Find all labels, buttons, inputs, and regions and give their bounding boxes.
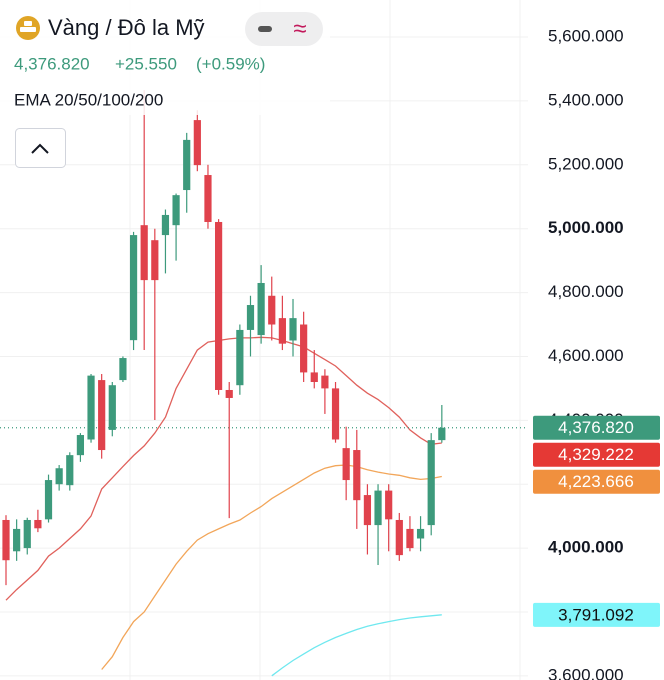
candle-body — [55, 468, 63, 485]
candle-body — [204, 175, 212, 222]
collapse-chevron — [31, 143, 49, 154]
candle-body — [215, 221, 223, 390]
price-label-box — [533, 469, 660, 494]
candle-body — [374, 490, 382, 526]
candle-body — [416, 528, 425, 539]
header: Vàng / Đô la Mỹ ≈ 4,376.820 +25.550 (+0.… — [0, 0, 330, 115]
candle-body — [289, 318, 297, 341]
price-label-box — [533, 602, 660, 627]
status-icon: ≈ — [293, 15, 306, 42]
plot — [0, 36, 528, 677]
candle-body — [119, 358, 127, 381]
candle-body — [300, 324, 308, 373]
last-price: 4,376.820 — [14, 54, 90, 73]
candle-body — [385, 490, 393, 520]
candle-body — [310, 372, 318, 383]
candle-body — [246, 305, 255, 330]
status-icon — [258, 26, 272, 32]
indicator-label: EMA 20/50/100/200 — [14, 90, 163, 109]
candle-body — [23, 519, 31, 549]
price-change-percent: (+0.59%) — [196, 54, 265, 73]
candle-body — [129, 235, 138, 341]
candle-body — [438, 427, 446, 441]
price-label: 4,223.666 — [558, 472, 634, 491]
candle-body — [236, 329, 244, 386]
candle-body — [13, 528, 21, 552]
y-tick-label: 5,000.000 — [548, 218, 624, 237]
candle-body — [161, 214, 170, 236]
symbol-icon-bar — [24, 21, 32, 26]
candle-body — [140, 225, 148, 281]
candle-body — [193, 120, 201, 166]
candle-body — [172, 195, 180, 226]
price-label: 4,329.222 — [558, 445, 634, 464]
candle-body — [151, 240, 159, 281]
candle-body — [395, 519, 403, 556]
candle-body — [44, 480, 53, 520]
candle-body — [2, 519, 10, 561]
candle-body — [268, 295, 276, 325]
price-labels: 4,376.820 4,329.222 4,223.666 3,791.092 — [533, 415, 660, 627]
candle-body — [98, 380, 106, 451]
candle-body — [225, 389, 233, 398]
ema-line — [271, 614, 442, 677]
price-label-box — [533, 415, 660, 440]
symbol-icon-bar — [20, 27, 36, 32]
price-label: 4,376.820 — [558, 418, 634, 437]
y-tick-label: 4,600.000 — [548, 346, 624, 365]
y-tick-label: 3,600.000 — [548, 665, 624, 680]
collapse-button[interactable] — [15, 128, 66, 168]
candle-body — [76, 435, 85, 456]
y-axis: 5,600.000 5,400.000 5,200.000 5,000.000 4,80… — [548, 27, 624, 680]
status-pill[interactable] — [245, 12, 323, 46]
price-label-box — [533, 442, 660, 467]
candle-body — [66, 455, 74, 486]
symbol-title: Vàng / Đô la Mỹ — [48, 15, 205, 40]
y-tick-label: 4,000.000 — [548, 538, 624, 557]
candle-body — [331, 388, 340, 440]
candle-body — [87, 375, 95, 440]
candle-body — [363, 495, 372, 526]
candle-body — [321, 375, 329, 389]
candle-body — [257, 282, 265, 336]
candle-body — [108, 385, 116, 430]
collapse-button-box[interactable] — [15, 128, 66, 168]
y-tick-label: 5,200.000 — [548, 154, 624, 173]
y-tick-label: 5,600.000 — [548, 27, 624, 46]
price-label: 3,791.092 — [558, 605, 634, 624]
price-change: +25.550 — [115, 54, 177, 73]
candle-body — [406, 528, 414, 549]
candle-body — [278, 318, 286, 344]
y-tick-label: 4,800.000 — [548, 282, 624, 301]
y-tick-label: 5,400.000 — [548, 90, 624, 109]
candle-body — [353, 450, 361, 501]
candle-body — [183, 139, 191, 191]
ema-line — [101, 464, 442, 670]
candle-body — [427, 440, 435, 526]
ema-line — [5, 336, 442, 601]
candle-body — [342, 448, 350, 481]
candle-body — [34, 519, 42, 529]
